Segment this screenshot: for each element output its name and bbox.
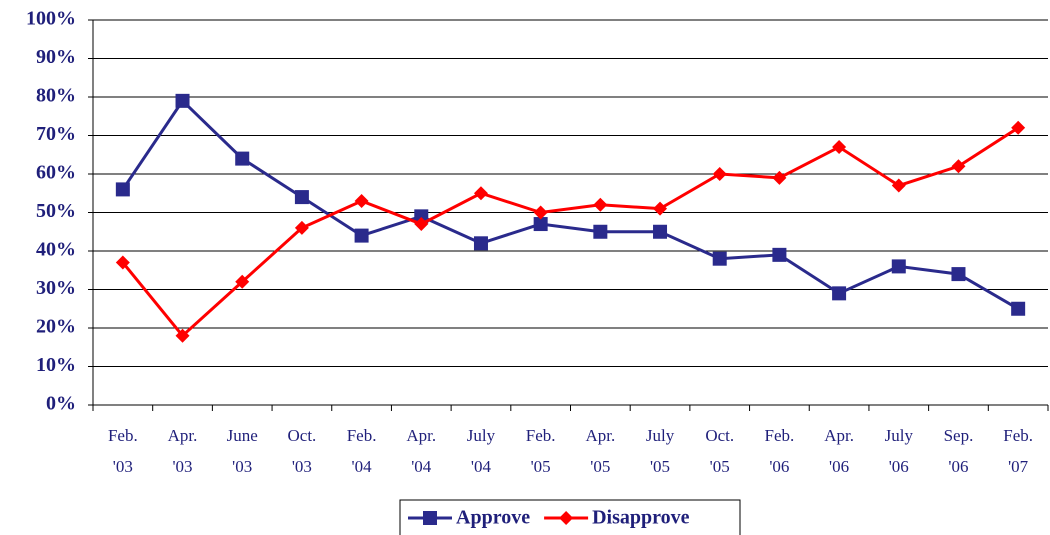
y-tick-label: 40% [36, 239, 76, 261]
marker [235, 151, 250, 166]
marker [559, 511, 574, 525]
marker [951, 159, 966, 174]
marker [891, 259, 906, 274]
series-line [121, 126, 1019, 338]
x-tick-label: Feb. '05 [526, 426, 556, 476]
legend-label: Disapprove [592, 507, 690, 529]
marker [951, 267, 966, 282]
marker [294, 220, 309, 235]
x-tick-label: Apr. '05 [585, 426, 615, 476]
marker [772, 247, 787, 262]
x-tick-label: Feb. '07 [1003, 426, 1033, 476]
marker [593, 224, 608, 239]
y-tick-label: 100% [26, 8, 76, 30]
marker [423, 511, 437, 525]
y-tick-label: 90% [36, 46, 76, 68]
marker [473, 236, 488, 251]
marker [653, 224, 668, 239]
marker [175, 328, 190, 343]
series-line [121, 98, 1019, 311]
marker [653, 201, 668, 216]
x-tick-label: Feb. '03 [108, 426, 138, 476]
marker [354, 228, 369, 243]
marker [712, 251, 727, 266]
marker [175, 93, 190, 108]
marker [533, 217, 548, 232]
marker [354, 193, 369, 208]
marker [235, 274, 250, 289]
marker [533, 205, 548, 220]
marker [891, 178, 906, 193]
marker [832, 286, 847, 301]
x-tick-label: July '06 [885, 426, 914, 476]
marker [772, 170, 787, 185]
x-tick-label: July '04 [467, 426, 496, 476]
marker [712, 167, 727, 181]
y-tick-label: 60% [36, 162, 76, 184]
x-tick-label: Oct. '05 [705, 426, 734, 476]
x-tick-label: June '03 [227, 426, 258, 476]
x-tick-label: Apr. '04 [406, 426, 436, 476]
y-tick-label: 10% [36, 354, 76, 376]
y-tick-label: 70% [36, 123, 76, 145]
x-tick-label: Apr. '06 [824, 426, 854, 476]
marker [294, 190, 309, 205]
y-tick-label: 20% [36, 316, 76, 338]
y-tick-label: 30% [36, 277, 76, 299]
x-tick-label: Sep. '06 [944, 426, 974, 476]
marker [473, 186, 488, 201]
marker [1011, 301, 1026, 316]
x-tick-label: July '05 [646, 426, 675, 476]
marker [414, 209, 429, 224]
x-tick-label: Feb. '06 [765, 426, 795, 476]
marker [832, 140, 847, 155]
marker [414, 217, 429, 232]
marker [1011, 120, 1026, 135]
y-tick-label: 50% [36, 200, 76, 222]
marker [115, 182, 130, 197]
x-tick-label: Oct. '03 [288, 426, 317, 476]
y-tick-label: 80% [36, 85, 76, 107]
x-tick-label: Apr. '03 [168, 426, 198, 476]
y-tick-label: 0% [46, 393, 76, 415]
marker [115, 255, 130, 270]
legend-label: Approve [456, 507, 530, 529]
marker [593, 197, 608, 212]
x-tick-label: Feb. '04 [347, 426, 377, 476]
